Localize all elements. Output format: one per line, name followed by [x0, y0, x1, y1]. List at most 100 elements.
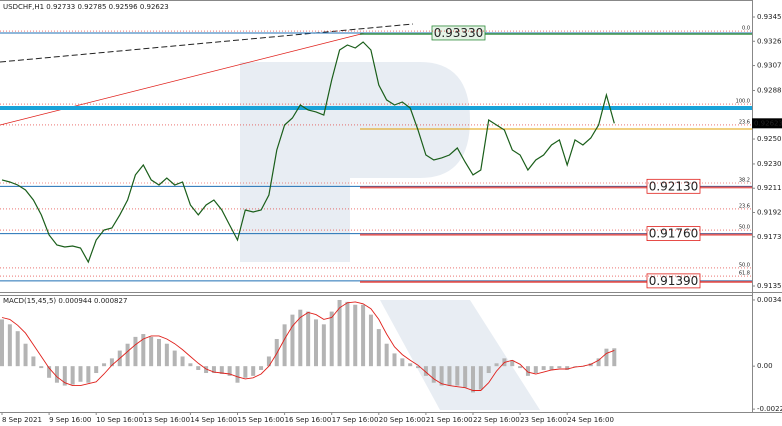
macd-bar: [612, 348, 617, 367]
macd-bar: [447, 366, 452, 386]
chart-title: USDCHF,H1 0.92733 0.92785 0.92596 0.9262…: [3, 3, 169, 11]
macd-bar: [533, 366, 538, 374]
macd-bar: [573, 366, 578, 367]
fib-label: 23.6: [739, 119, 750, 125]
macd-bar: [259, 366, 264, 370]
macd-bar: [423, 366, 428, 376]
level-label: 0.91760: [649, 227, 699, 241]
x-tick-label: 23 Sep 16:00: [520, 416, 567, 424]
y-tick-label: 0.92305: [757, 160, 782, 168]
y-tick-label: 0.93265: [757, 37, 782, 45]
last-price-box: [752, 118, 782, 129]
macd-bar: [282, 324, 287, 367]
x-tick-label: 16 Sep 16:00: [285, 416, 332, 424]
fib-label: 38.2: [739, 177, 750, 183]
fib-label: 23.6: [739, 203, 750, 209]
macd-bar: [78, 366, 83, 382]
macd-bar: [321, 324, 326, 367]
macd-bar: [251, 366, 256, 376]
macd-bar: [62, 366, 67, 386]
level-label: 0.91390: [649, 274, 699, 288]
macd-bar: [408, 363, 413, 367]
macd-bar: [31, 356, 36, 367]
macd-bar: [431, 366, 436, 383]
macd-bar: [384, 343, 389, 367]
fib-label: 50.0: [739, 225, 750, 231]
macd-bar: [329, 311, 334, 367]
macd-bar: [227, 366, 232, 376]
level-label: 0.92130: [649, 179, 699, 193]
macd-bar: [94, 366, 99, 374]
x-tick-label: 9 Sep 16:00: [49, 416, 91, 424]
macd-bar: [478, 366, 483, 390]
x-tick-label: 17 Sep 16:00: [332, 416, 379, 424]
signal-line: [1, 301, 615, 391]
macd-bar: [39, 366, 44, 369]
macd-bar: [235, 366, 240, 383]
last-price: 0.92623: [754, 119, 782, 127]
macd-bar: [243, 366, 248, 378]
macd-bar: [7, 324, 12, 367]
macd-bar: [368, 314, 373, 367]
x-tick-label: 15 Sep 16:00: [238, 416, 285, 424]
macd-bar: [219, 366, 224, 374]
level-label: 0.93330: [434, 26, 484, 40]
macd-bar: [376, 329, 381, 367]
macd-bar: [204, 366, 209, 374]
macd-bar: [70, 366, 75, 385]
macd-bar: [463, 366, 468, 388]
macd-bar: [306, 311, 311, 367]
fib-label: 100.0: [736, 99, 750, 105]
y-tick-label: 0.91925: [757, 209, 782, 217]
trend-line: [0, 23, 414, 63]
macd-bar: [337, 299, 342, 367]
macd-bar: [549, 366, 554, 370]
macd-bar: [157, 338, 161, 367]
macd-bar: [439, 366, 444, 386]
x-tick-label: 20 Sep 16:00: [379, 416, 426, 424]
macd-bar: [15, 331, 20, 367]
macd-bar: [196, 366, 201, 370]
macd-bar: [314, 319, 318, 367]
macd-bar: [565, 366, 570, 370]
macd-bar: [141, 334, 146, 367]
macd-bar: [86, 366, 91, 383]
macd-bar: [164, 343, 169, 367]
macd-bar: [510, 360, 515, 367]
macd-bar: [541, 366, 546, 370]
macd-bar: [0, 319, 4, 367]
macd-bar: [125, 343, 130, 367]
macd-bar: [102, 363, 107, 367]
macd-bar: [23, 343, 28, 367]
y-tick-label: 0.93455: [757, 13, 782, 21]
macd-bar: [211, 366, 216, 374]
macd-bar: [596, 358, 601, 367]
macd-bar: [290, 314, 295, 367]
macd-bar: [518, 366, 523, 369]
macd-bar: [47, 366, 52, 378]
macd-bar: [494, 363, 499, 367]
y-tick-label: 0.003481: [757, 296, 782, 304]
level-box: [646, 273, 701, 289]
y-tick-label: -0.002259: [757, 405, 782, 413]
macd-bar: [133, 336, 138, 367]
macd-bar: [345, 301, 350, 367]
x-tick-label: 21 Sep 16:00: [426, 416, 473, 424]
y-tick-label: 0.91735: [757, 233, 782, 241]
macd-bar: [54, 366, 59, 383]
macd-bar: [486, 366, 491, 374]
macd-bar: [400, 358, 405, 367]
macd-bar: [172, 350, 177, 367]
macd-title: MACD(15,45,5) 0.000944 0.000827: [3, 297, 127, 305]
macd-bar: [188, 363, 193, 367]
x-tick-label: 10 Sep 16:00: [96, 416, 143, 424]
y-tick-label: 0.92115: [757, 184, 782, 192]
x-tick-label: 24 Sep 16:00: [567, 416, 614, 424]
price-line: [1, 41, 615, 264]
x-tick-label: 13 Sep 16:00: [143, 416, 190, 424]
macd-bar: [471, 366, 475, 393]
y-tick-label: 0.93075: [757, 62, 782, 70]
